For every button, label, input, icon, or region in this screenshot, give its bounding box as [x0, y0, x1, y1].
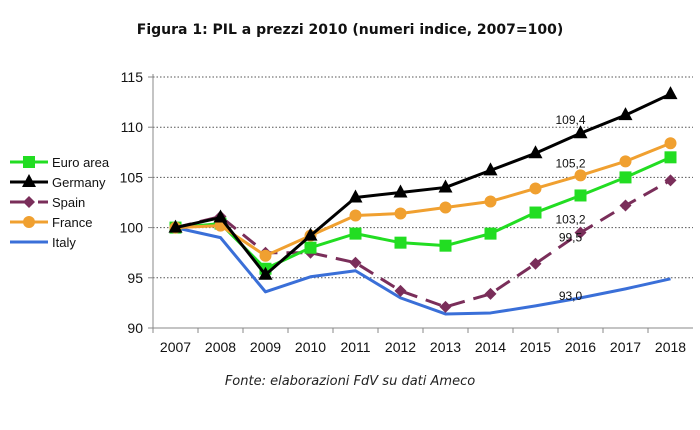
legend-label: Euro area — [52, 155, 110, 170]
triangle-marker — [303, 227, 318, 241]
square-marker — [619, 171, 632, 184]
triangle-marker — [618, 107, 633, 121]
square-marker — [394, 236, 407, 249]
x-tick-label: 2007 — [160, 339, 191, 355]
triangle-marker — [528, 145, 543, 159]
legend-label: Spain — [52, 195, 85, 210]
diamond-marker — [23, 196, 35, 208]
circle-marker — [439, 201, 452, 214]
square-marker — [664, 151, 677, 164]
triangle-marker — [438, 179, 453, 193]
y-tick-label: 100 — [120, 220, 144, 236]
y-tick-label: 115 — [121, 69, 144, 85]
data-label: 109,4 — [555, 113, 585, 127]
legend-label: Italy — [52, 235, 76, 250]
x-tick-label: 2017 — [610, 339, 641, 355]
series-line-spain — [175, 179, 672, 309]
x-tick-label: 2013 — [430, 339, 461, 355]
x-tick-label: 2009 — [250, 339, 281, 355]
data-label: 93,0 — [559, 289, 583, 303]
chart-title: Figura 1: PIL a prezzi 2010 (numeri indi… — [136, 22, 564, 38]
series-line-italy — [175, 226, 671, 316]
triangle-marker — [393, 184, 408, 198]
x-tick-label: 2015 — [520, 339, 551, 355]
x-tick-label: 2012 — [385, 339, 416, 355]
triangle-marker — [348, 189, 363, 203]
diamond-marker — [574, 226, 587, 239]
circle-marker — [349, 209, 362, 222]
diamond-marker — [439, 300, 452, 313]
square-marker — [439, 239, 452, 252]
series-line-france — [175, 141, 672, 258]
legend-label: France — [52, 215, 92, 230]
circle-marker — [259, 249, 272, 262]
x-tick-label: 2016 — [565, 339, 596, 355]
y-tick-label: 110 — [121, 119, 144, 135]
data-label: 99,5 — [559, 231, 583, 245]
triangle-marker — [168, 219, 183, 233]
diamond-marker — [529, 257, 542, 270]
diamond-marker — [484, 287, 497, 300]
x-tick-label: 2010 — [295, 339, 326, 355]
circle-marker — [529, 182, 542, 195]
triangle-marker — [22, 174, 36, 187]
y-tick-label: 90 — [127, 320, 143, 336]
diamond-marker — [619, 199, 632, 212]
triangle-marker — [258, 266, 273, 280]
circle-marker — [664, 137, 677, 150]
x-tick-label: 2011 — [340, 339, 370, 355]
square-marker — [23, 156, 35, 168]
series-line-euro-area — [175, 155, 672, 271]
data-label: 103,2 — [555, 213, 585, 227]
square-marker — [484, 227, 497, 240]
square-marker — [574, 189, 587, 202]
diamond-marker — [664, 174, 677, 187]
x-tick-label: 2014 — [475, 339, 506, 355]
triangle-marker — [213, 209, 228, 223]
triangle-marker — [573, 125, 588, 139]
circle-marker — [394, 207, 407, 220]
triangle-marker — [483, 162, 498, 176]
circle-marker — [23, 216, 35, 228]
square-marker — [349, 227, 362, 240]
diamond-marker — [349, 256, 362, 269]
y-tick-label: 105 — [120, 169, 144, 185]
circle-marker — [619, 155, 632, 168]
legend-label: Germany — [52, 175, 106, 190]
circle-marker — [574, 169, 587, 182]
square-marker — [304, 241, 317, 254]
x-tick-label: 2008 — [205, 339, 236, 355]
square-marker — [529, 206, 542, 219]
diamond-marker — [394, 284, 407, 297]
circle-marker — [484, 195, 497, 208]
x-tick-label: 2018 — [655, 339, 686, 355]
y-tick-label: 95 — [127, 270, 143, 286]
series-line-germany — [175, 92, 672, 277]
triangle-marker — [663, 86, 678, 100]
chart-source: Fonte: elaborazioni FdV su dati Ameco — [224, 374, 476, 389]
data-label: 105,2 — [555, 156, 585, 170]
